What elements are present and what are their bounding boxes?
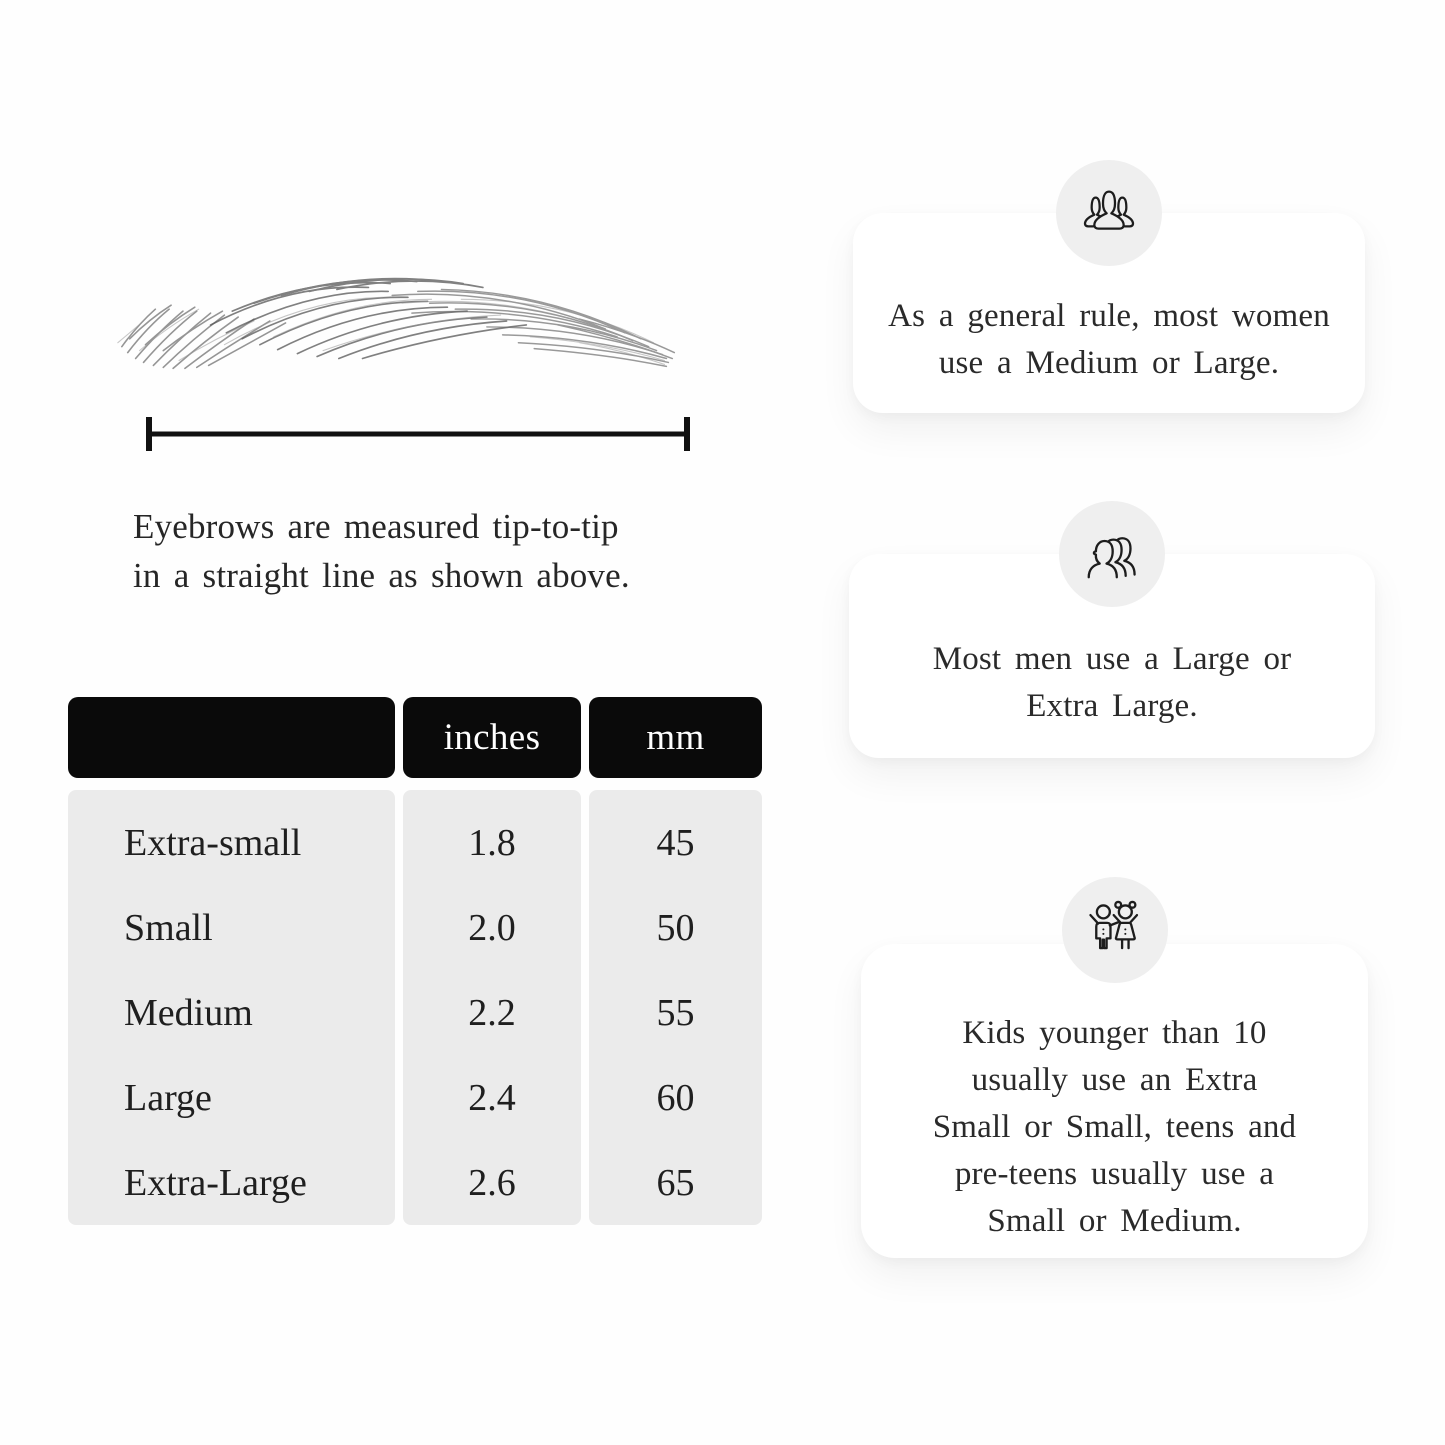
size-label: Medium (124, 991, 253, 1034)
inches-value: 2.2 (468, 991, 516, 1034)
size-label: Extra-small (124, 821, 302, 864)
icon-circle (1061, 877, 1168, 983)
mm-value: 60 (656, 1076, 695, 1119)
card-text: Most men use a Large or Extra Large. (933, 636, 1292, 730)
measurement-caption: Eyebrows are measured tip-to-tip in a st… (133, 502, 753, 600)
card-text-line: Most men use a Large or (932, 640, 1292, 677)
icon-circle (1056, 160, 1162, 266)
card-text-line: Small or Small, teens and (932, 1109, 1297, 1145)
info-card-kids: Kids younger than 10 usually use an Extr… (861, 877, 1368, 1258)
men-group-icon (1087, 537, 1136, 579)
size-table-header-blank (68, 697, 395, 778)
card-text-line: As a general rule, most women (888, 297, 1330, 334)
card-text-line: Kids younger than 10 (962, 1015, 1267, 1051)
card-text: As a general rule, most women use a Medi… (888, 293, 1330, 387)
card-text-line: use a Medium or Large. (938, 344, 1280, 381)
size-table-column-inches: inches 1.8 2.0 2.2 2.4 2.6 (403, 697, 581, 1225)
size-table-body-inches: 1.8 2.0 2.2 2.4 2.6 (403, 790, 581, 1225)
inches-value: 1.8 (468, 821, 516, 864)
size-table-body-mm: 45 50 55 60 65 (589, 790, 762, 1225)
mm-value: 55 (656, 991, 695, 1034)
size-label: Extra-Large (124, 1161, 307, 1204)
women-group-icon (1083, 190, 1135, 230)
mm-value: 50 (656, 906, 695, 949)
card-text: Kids younger than 10 usually use an Extr… (933, 1010, 1296, 1245)
caption-line: in a straight line as shown above. (133, 556, 630, 595)
size-table-column-sizes: Extra-small Small Medium Large Extra-Lar… (68, 697, 395, 1225)
size-table-column-mm: mm 45 50 55 60 65 (589, 697, 762, 1225)
card-text-line: pre-teens usually use a (954, 1156, 1275, 1192)
info-card-men: Most men use a Large or Extra Large. (849, 501, 1375, 758)
size-table-body-sizes: Extra-small Small Medium Large Extra-Lar… (68, 790, 395, 1225)
card-text-line: Extra Large. (1026, 687, 1198, 724)
size-table-header-mm: mm (589, 697, 762, 778)
inches-value: 2.4 (468, 1076, 516, 1119)
size-label: Large (124, 1076, 212, 1119)
icon-circle (1059, 501, 1165, 607)
size-label: Small (124, 906, 213, 949)
size-table-header-inches: inches (403, 697, 581, 778)
measurement-line (146, 417, 690, 451)
info-card-women: As a general rule, most women use a Medi… (853, 160, 1365, 413)
kids-icon (1088, 900, 1138, 950)
caption-line: Eyebrows are measured tip-to-tip (133, 507, 619, 546)
eyebrow-illustration (117, 277, 676, 370)
size-table: Extra-small Small Medium Large Extra-Lar… (68, 697, 762, 1225)
mm-value: 65 (656, 1161, 695, 1204)
card-text-line: Small or Medium. (987, 1203, 1242, 1239)
inches-value: 2.6 (468, 1161, 516, 1204)
inches-value: 2.0 (468, 906, 516, 949)
card-text-line: usually use an Extra (971, 1062, 1258, 1098)
mm-value: 45 (656, 821, 695, 864)
